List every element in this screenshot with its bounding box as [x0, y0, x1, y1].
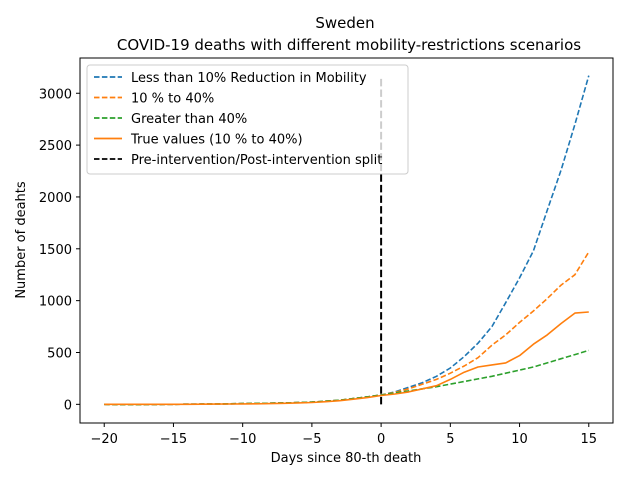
y-axis: 0 500 1000 1500 2000 2500 3000	[39, 87, 80, 413]
legend-label-1: Less than 10% Reduction in Mobility	[131, 71, 367, 86]
y-tick-label: 500	[47, 346, 72, 361]
x-tick-label: 15	[580, 432, 597, 447]
chart-title: Sweden	[315, 14, 374, 32]
chart-subtitle: COVID-19 deaths with different mobility-…	[117, 36, 581, 54]
legend-box	[86, 64, 409, 175]
x-tick-label: −5	[302, 432, 321, 447]
y-tick-label: 1500	[39, 243, 72, 258]
y-tick-label: 2500	[39, 139, 72, 154]
legend: Less than 10% Reduction in Mobility 10 % …	[86, 64, 409, 175]
legend-label-3: Greater than 40%	[131, 112, 247, 127]
y-tick-label: 1000	[39, 295, 72, 310]
plot-area	[79, 57, 614, 424]
legend-label-5: Pre-intervention/Post-intervention split	[131, 153, 382, 168]
x-axis-label: Days since 80-th death	[271, 451, 422, 466]
legend-label-2: 10 % to 40%	[131, 92, 214, 107]
y-tick-label: 2000	[39, 191, 72, 206]
x-tick-label: 10	[511, 432, 528, 447]
x-tick-label: −10	[229, 432, 256, 447]
series-layer	[104, 75, 590, 406]
axes-frame	[79, 57, 614, 424]
x-tick-label: 5	[446, 432, 454, 447]
x-tick-label: −20	[91, 432, 118, 447]
x-tick-label: −15	[160, 432, 187, 447]
y-tick-label: 0	[64, 398, 72, 413]
legend-label-4: True values (10 % to 40%)	[130, 133, 303, 148]
x-axis: −20 −15 −10 −5 0 5 10 15	[91, 423, 597, 447]
y-axis-label: Number of deahts	[14, 181, 29, 299]
series-line-4	[104, 311, 589, 406]
y-tick-label: 3000	[39, 87, 72, 102]
x-tick-label: 0	[377, 432, 385, 447]
